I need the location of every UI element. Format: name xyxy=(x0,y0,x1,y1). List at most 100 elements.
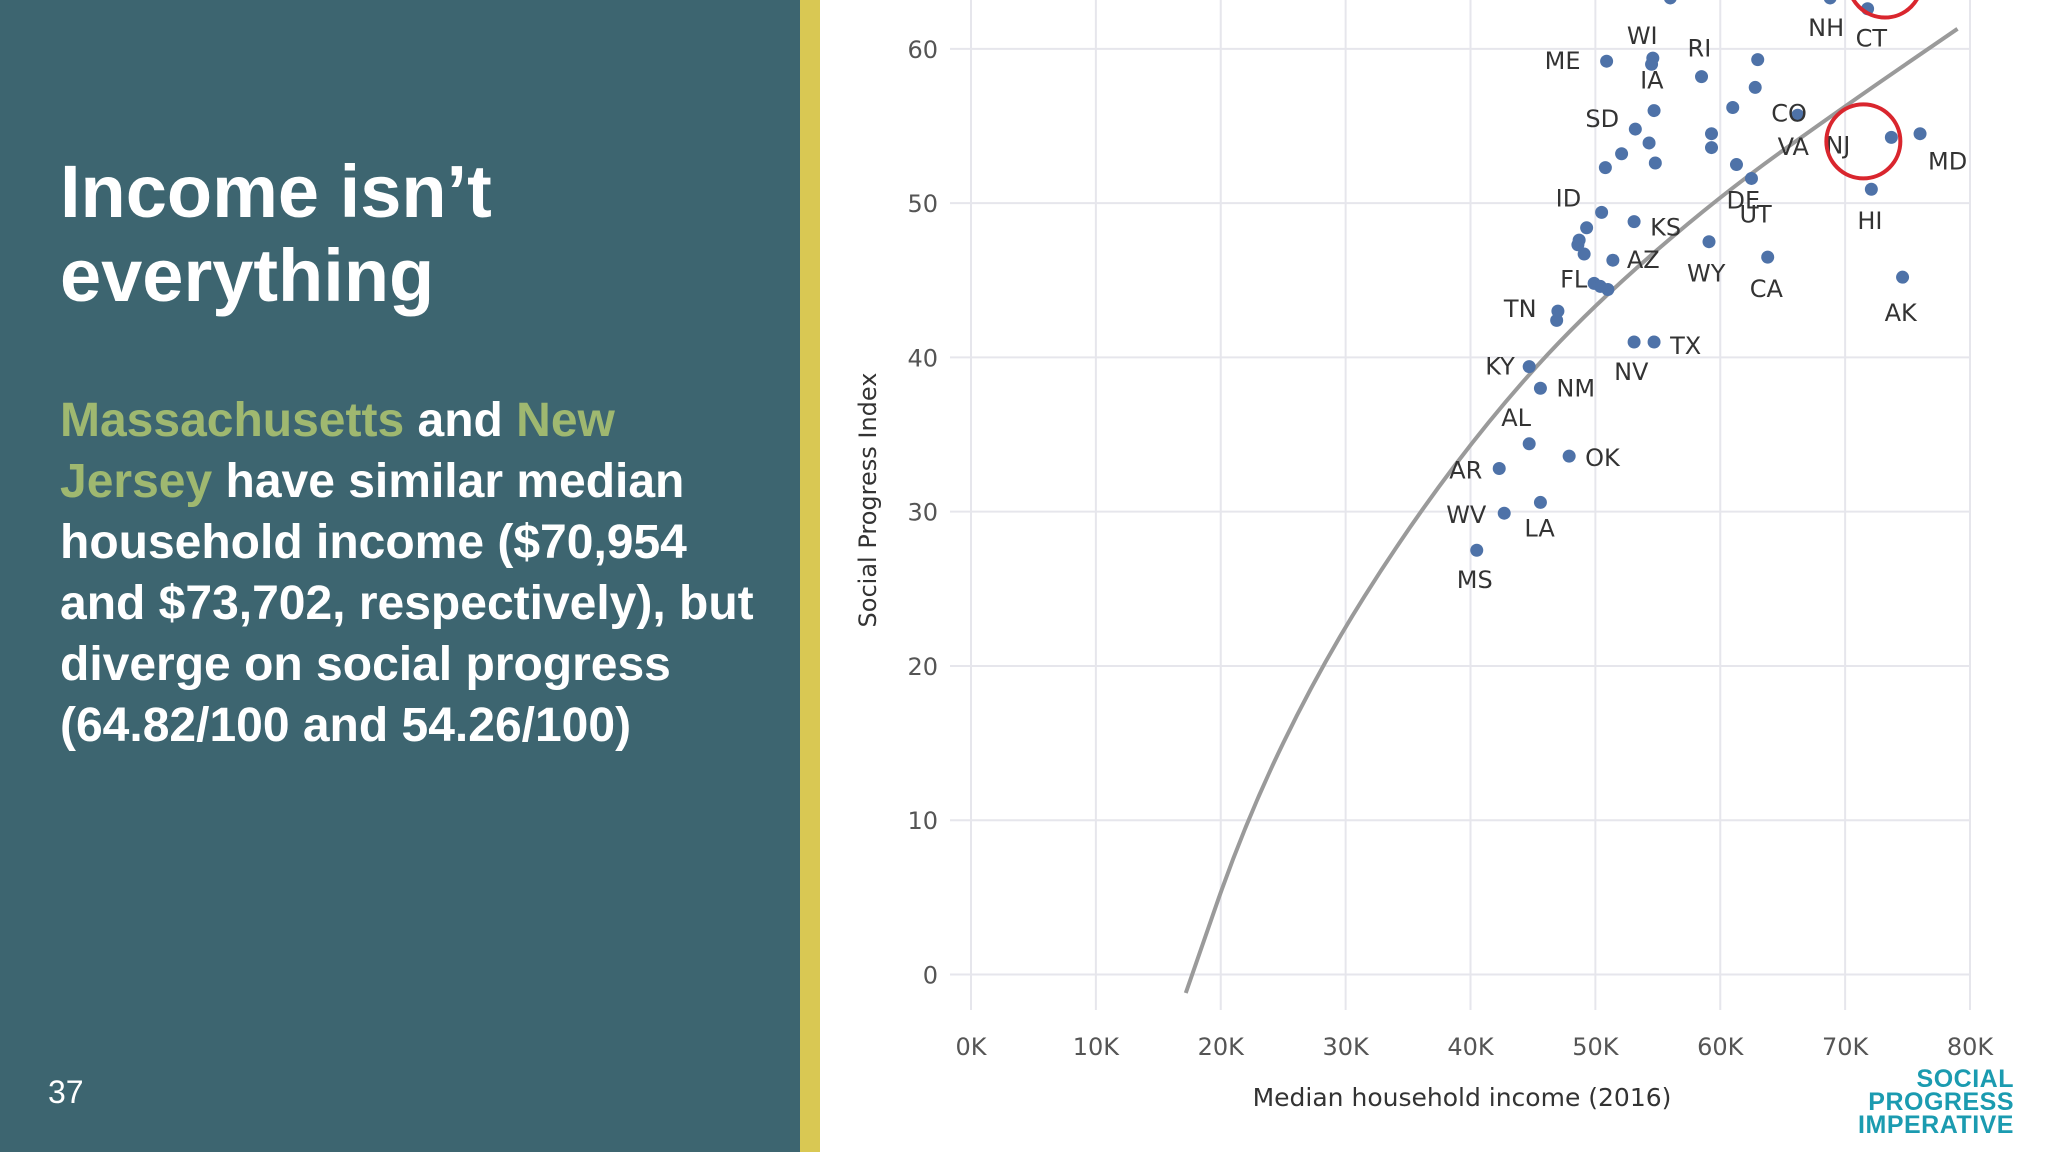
point-label-ks: KS xyxy=(1650,214,1681,242)
data-point-nv xyxy=(1627,335,1641,349)
y-tick-label: 30 xyxy=(907,499,938,527)
data-point xyxy=(1615,147,1629,161)
point-label-ca: CA xyxy=(1750,275,1784,303)
highlight-circle-nj xyxy=(1824,102,1903,181)
y-tick-label: 10 xyxy=(907,807,938,835)
data-point-wy xyxy=(1702,235,1716,249)
point-label-me: ME xyxy=(1545,47,1581,75)
data-point xyxy=(1726,100,1740,114)
x-tick-label: 40K xyxy=(1447,1033,1495,1061)
data-point-ak xyxy=(1896,270,1910,284)
data-point xyxy=(1705,127,1719,141)
point-label-ct: CT xyxy=(1856,25,1888,53)
point-label-co: CO xyxy=(1771,99,1807,127)
trendline xyxy=(1183,27,1959,994)
data-point-vt xyxy=(1664,0,1677,5)
y-tick-label: 60 xyxy=(907,36,938,64)
data-point xyxy=(1580,221,1594,235)
point-label-az: AZ xyxy=(1627,246,1660,274)
data-point-ky xyxy=(1522,360,1536,374)
point-label-ar: AR xyxy=(1449,456,1482,484)
grid xyxy=(950,0,1971,1010)
data-point xyxy=(1571,238,1585,252)
x-tick-label: 0K xyxy=(955,1033,987,1061)
data-point-md xyxy=(1913,127,1927,141)
data-point-hi xyxy=(1864,182,1878,196)
body-text-1: and xyxy=(404,394,517,447)
data-point-ri xyxy=(1695,70,1709,84)
body-text-2: have similar median household income ($7… xyxy=(60,455,754,752)
point-label-ri: RI xyxy=(1688,35,1712,63)
point-label-ak: AK xyxy=(1885,299,1918,327)
y-tick-label: 50 xyxy=(907,190,938,218)
point-label-ms: MS xyxy=(1457,566,1493,594)
point-label-sd: SD xyxy=(1585,105,1619,133)
y-tick-label: 40 xyxy=(907,344,938,372)
x-tick-label: 20K xyxy=(1198,1033,1246,1061)
point-label-md: MD xyxy=(1928,148,1967,176)
data-point-sd xyxy=(1628,122,1642,136)
point-label-wi: WI xyxy=(1627,22,1658,50)
data-point-ks xyxy=(1627,215,1641,229)
point-label-tx: TX xyxy=(1669,332,1701,360)
highlight-circle-ma xyxy=(1851,0,1919,20)
data-point xyxy=(1577,247,1591,261)
data-point-me xyxy=(1600,54,1614,68)
data-point-ok xyxy=(1562,449,1576,463)
points-layer xyxy=(1470,0,1927,557)
data-point xyxy=(1642,136,1656,150)
x-tick-label: 10K xyxy=(1073,1033,1121,1061)
data-point xyxy=(1705,141,1719,155)
data-point-ms xyxy=(1470,543,1484,557)
x-axis-title: Median household income (2016) xyxy=(1253,1083,1672,1112)
x-tick-label: 80K xyxy=(1947,1033,1995,1061)
data-point-az xyxy=(1606,253,1620,267)
data-point-ia xyxy=(1647,104,1661,118)
y-axis-title: Social Progress Index xyxy=(854,373,882,628)
data-point-ca xyxy=(1761,250,1775,264)
accent-bar xyxy=(800,0,820,1152)
y-tick-label: 0 xyxy=(923,961,938,989)
data-point xyxy=(1645,57,1659,71)
point-label-la: LA xyxy=(1524,514,1555,542)
point-label-tn: TN xyxy=(1503,295,1537,323)
data-point xyxy=(1648,156,1662,170)
scatter-chart: MAVTMNNHCTWIRIMECOIASDVANJMDDEUTHIIDKSWY… xyxy=(854,0,1994,1112)
trendline-layer xyxy=(1183,27,1959,994)
logo-line2: PROGRESS xyxy=(1868,1088,2014,1116)
axes-layer: Median household income (2016) Social Pr… xyxy=(854,36,1994,1112)
point-label-ut: UT xyxy=(1739,200,1772,228)
data-point-wv xyxy=(1497,506,1511,520)
data-point-de xyxy=(1729,158,1743,172)
point-label-hi: HI xyxy=(1857,207,1882,235)
logo-line1: SOCIAL xyxy=(1916,1065,2014,1093)
point-label-ia: IA xyxy=(1640,67,1664,95)
chart-panel xyxy=(820,0,2048,1152)
point-label-ky: KY xyxy=(1485,353,1515,381)
point-label-ok: OK xyxy=(1585,444,1621,472)
highlight-massachusetts: Massachusetts xyxy=(60,394,405,447)
data-point xyxy=(1550,313,1564,327)
data-point xyxy=(1751,53,1765,67)
slide-title-line1: Income isn’t xyxy=(60,150,492,233)
point-label-fl: FL xyxy=(1560,265,1588,293)
y-tick-label: 20 xyxy=(907,653,938,681)
social-progress-imperative-logo: SOCIAL PROGRESS IMPERATIVE xyxy=(1858,1065,2014,1138)
point-label-nm: NM xyxy=(1556,374,1595,402)
data-point-al xyxy=(1522,437,1536,451)
point-label-id: ID xyxy=(1556,184,1582,212)
data-point-nm xyxy=(1533,381,1547,395)
data-point-nh xyxy=(1823,0,1837,5)
slide-title: Income isn’t everything xyxy=(60,150,760,318)
x-tick-label: 50K xyxy=(1572,1033,1620,1061)
page-number: 37 xyxy=(48,1074,84,1110)
point-label-nh: NH xyxy=(1808,14,1844,42)
point-label-wy: WY xyxy=(1687,260,1726,288)
data-point-tx xyxy=(1647,335,1661,349)
point-label-nv: NV xyxy=(1614,358,1649,386)
x-tick-label: 30K xyxy=(1322,1033,1370,1061)
point-label-de: DE xyxy=(1726,187,1760,215)
left-panel: Income isn’t everything Massachusetts and… xyxy=(0,0,800,1152)
slide-title-line2: everything xyxy=(60,234,435,317)
point-labels-layer: MAVTMNNHCTWIRIMECOIASDVANJMDDEUTHIIDKSWY… xyxy=(1446,14,1967,594)
